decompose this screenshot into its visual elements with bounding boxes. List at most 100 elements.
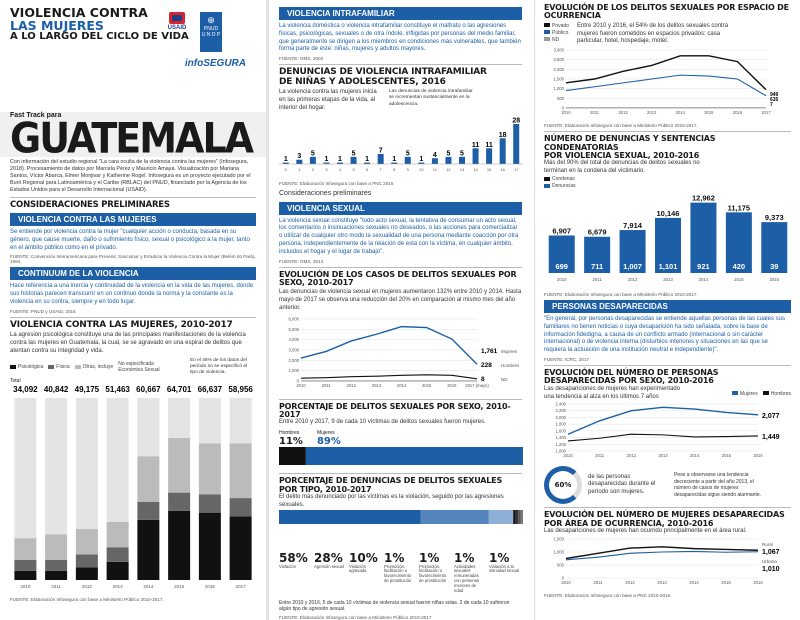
pct60-text: de las personas desaparecidas durante el…: [588, 473, 656, 496]
tipo-foot: Entre 2010 y 2016, 5 de cada 10 víctimas…: [279, 599, 510, 613]
ytick-6: 3,000: [554, 48, 565, 53]
total-label-2016: 66,637: [198, 385, 223, 394]
xtick-1: 2011: [322, 383, 332, 388]
country-title: GUATEMALA: [10, 113, 254, 163]
dsexo-text: Las desapariciones de mujeres han experi…: [544, 385, 681, 400]
desap-source: FUENTE: ICRC, 2017: [544, 356, 589, 362]
den-bar-17: [513, 124, 520, 165]
den-bar-12: [445, 157, 452, 165]
legend-publico: Público: [544, 30, 568, 36]
desap-section-bar: PERSONAS DESAPARECIDAS: [544, 299, 791, 313]
xtick-2: 2012: [347, 383, 357, 388]
den-bar-4: [337, 163, 343, 165]
undp-text-a: PNUD: [203, 25, 219, 32]
den-label-4: 1: [338, 157, 342, 164]
cond-den-bar-2013: [655, 217, 681, 273]
vcm-note: En el 48% de los datos del período no se…: [190, 357, 248, 376]
den-label-15: 11: [485, 142, 493, 149]
ytick-0: 1,000: [556, 449, 567, 454]
pct-women: Mujeres 89%: [316, 430, 341, 448]
vcm-bar-2012-3: [75, 398, 98, 530]
divider: [544, 131, 791, 133]
desap-text: "En general, por personas desaparecidas …: [544, 315, 785, 354]
vcm-bar-2015-1: [168, 492, 191, 512]
credits-text: Con información del estudio regional "La…: [10, 159, 251, 194]
ytick-1: 500: [557, 562, 565, 567]
xtick-5: 2015: [722, 453, 732, 458]
ytick-2: 2,000: [289, 358, 300, 363]
tipo-pct-3: 1%: [384, 550, 405, 565]
den-x-8: 8: [393, 167, 396, 172]
vcm-bar-2014-0: [137, 520, 160, 581]
tipo-seg-0: [279, 509, 421, 524]
pct60-donut: 60%: [544, 466, 582, 505]
vcm-bar-2013-3: [106, 398, 129, 523]
vcm-bar-2012-0: [75, 567, 98, 581]
vcm-bar-2012-1: [75, 554, 98, 568]
vcm-bar-2015-2: [168, 438, 191, 493]
den-label-13: 5: [460, 151, 464, 158]
cond-den-label-2016: 9,373: [765, 213, 784, 222]
den-text: La violencia contra las mujeres inicia e…: [279, 89, 377, 111]
den-bar-16: [499, 138, 506, 165]
den-label-9: 5: [406, 151, 410, 158]
evo-line-chart: 0 1,000 2,000 3,000 4,000 5,000 6,000 2010 2011 2…: [289, 316, 520, 388]
tipo-label-6: 1% Violación a la intimidad sexual: [489, 551, 520, 594]
xtick-7: 2017: [761, 110, 771, 115]
esp-text: Entre 2010 y 2016, el 54% de los delitos…: [576, 22, 729, 45]
vcm-bar-2013-2: [106, 522, 129, 548]
tipo-text: El delito más denunciado por las víctima…: [279, 494, 504, 508]
den-text-row: La violencia contra las mujeres inicia e…: [279, 89, 522, 112]
cond-x-2016: 2016: [770, 277, 780, 282]
series-Rural: [565, 545, 759, 560]
xtick-0: 2010: [296, 383, 306, 388]
ytick-5: 2,500: [554, 57, 565, 62]
tipo-labels: 58% Violación 28% Agresión sexual 10% Violaci…: [279, 551, 522, 594]
vcm-bar-2016-2: [198, 443, 221, 495]
tipo-label-2: 10% Violación agravada: [349, 551, 380, 594]
xtick-6: 2016: [753, 453, 763, 458]
fast-track-label: Fast Track para: [10, 112, 62, 119]
tipo-pct-5: 1%: [454, 550, 475, 565]
tipo-seg-2: [488, 509, 514, 524]
ytick-3: 3,000: [289, 347, 300, 352]
den-bar-11: [431, 158, 438, 165]
evo-end-val-2: 8: [481, 376, 485, 383]
den-label-2: 5: [311, 151, 315, 158]
series-Mujeres: [300, 325, 478, 365]
vcm-stacked-bar-chart: 34,092 2010 40,842 2011 49,175 2012 51,463 2013…: [13, 385, 253, 589]
ytick-0: 0: [562, 575, 565, 580]
pct-title: PORCENTAJE DE DELITOS SEXUALES POR SEXO,…: [279, 401, 511, 420]
column-3: EVOLUCIÓN DE LOS DELITOS SEXUALES POR ES…: [534, 0, 800, 620]
den-label-1: 3: [297, 154, 301, 161]
vcm-source: FUENTE: Convención Interamericana para P…: [10, 254, 256, 265]
vcm-bar-2010-0: [14, 571, 37, 581]
cond-con-label-2015: 420: [733, 262, 746, 271]
cond-den-bar-2010: [548, 235, 575, 273]
x-tick-2013: 2013: [113, 584, 124, 589]
vcm-bar-2017-2: [229, 443, 252, 499]
usaid-logo: USAID: [160, 12, 194, 31]
tipo-pct-0: 58%: [279, 550, 308, 565]
den-label-0: 1: [284, 157, 288, 164]
usaid-text: USAID: [167, 25, 187, 31]
x-tick-2014: 2014: [143, 584, 154, 589]
vcm-bar-2013-0: [106, 562, 129, 581]
vcm-chart-text: La agresión psicológica constituye una d…: [10, 332, 246, 354]
logos: USAID ⊕ PNUD U N D P infoSEGURA: [160, 12, 246, 69]
xtick-2: 2012: [627, 453, 637, 458]
legend-mujeres: Mujeres: [731, 391, 758, 397]
undp-logo: ⊕ PNUD U N D P: [200, 12, 222, 52]
total-label: Total: [10, 378, 21, 385]
den-source: FUENTE: Elaboración Infosegura con base …: [279, 181, 394, 187]
undp-text-b: U N D P: [201, 31, 221, 38]
darea-line-chart: 0 500 1,000 1,500 2010 2011 2012 2013 2014 2015 20…: [554, 536, 780, 585]
cond-con-label-2016: 39: [770, 262, 778, 271]
ytick-2: 1,000: [554, 86, 565, 91]
den-x-14: 14: [473, 167, 478, 172]
continuum-source: FUENTE: PNUD y USAID, 2016: [10, 308, 76, 314]
den-bar-9: [404, 157, 411, 165]
xtick-6: 2016: [447, 383, 457, 388]
